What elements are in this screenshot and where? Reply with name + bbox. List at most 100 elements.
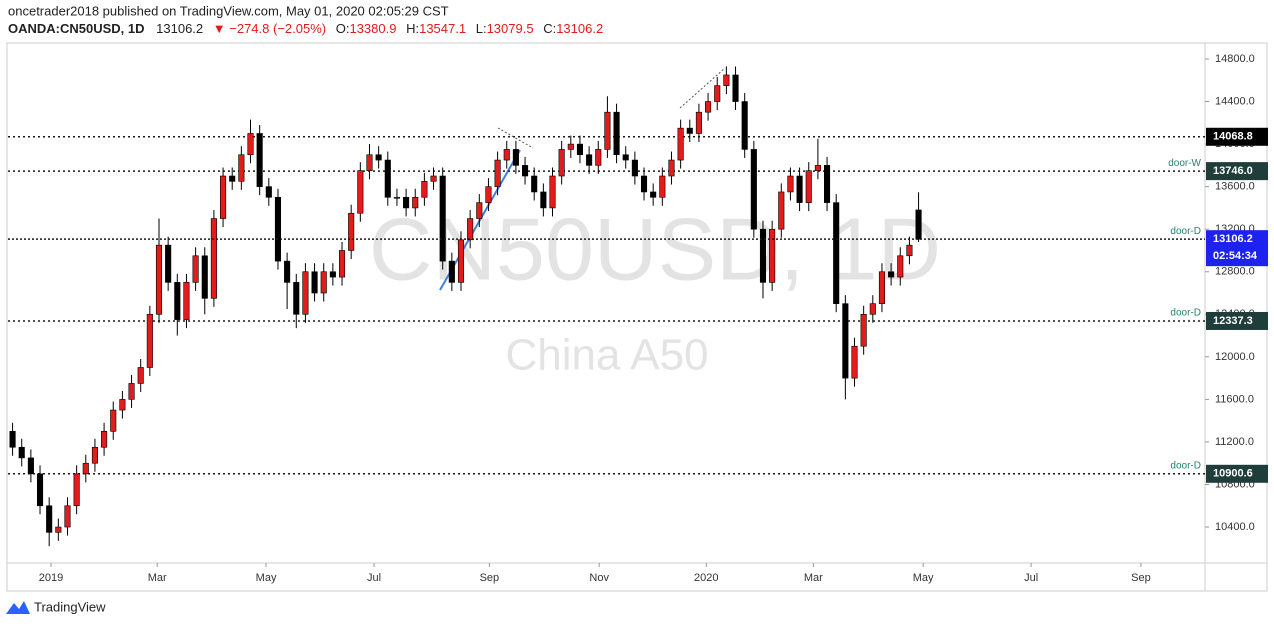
candle-body: [759, 228, 767, 283]
candle-body: [393, 196, 400, 199]
candle-body: [595, 149, 602, 166]
candle-body: [613, 111, 620, 156]
candle-body: [430, 175, 437, 182]
candle-body: [201, 255, 208, 299]
candle-body: [320, 271, 327, 294]
current-price: 13106.2: [1213, 233, 1253, 245]
candle-body: [439, 175, 446, 262]
y-tick-label: 10400.0: [1215, 521, 1255, 533]
candle-body: [714, 85, 721, 102]
candle-body: [128, 383, 135, 400]
candle-body: [284, 260, 291, 283]
candle-body: [256, 133, 263, 187]
candle-body: [888, 271, 895, 278]
x-tick-label: Jul: [1024, 572, 1038, 584]
candle-body: [27, 457, 34, 475]
candle-body: [357, 170, 364, 214]
candle-body: [558, 149, 565, 177]
candle-body: [183, 282, 190, 320]
candle-body: [604, 111, 611, 150]
candle-body: [741, 101, 748, 150]
current-price-box: [1206, 230, 1268, 267]
candle-body: [833, 202, 840, 304]
candle-body: [64, 505, 71, 528]
candle-body: [485, 186, 492, 203]
y-tick-label: 11600.0: [1215, 393, 1254, 405]
candle-body: [522, 165, 529, 177]
candle-body: [421, 181, 428, 198]
chart-frame: [6, 42, 1268, 592]
candle-body: [91, 446, 98, 464]
candle-body: [46, 505, 53, 533]
y-tick-label: 13600.0: [1215, 181, 1255, 193]
x-tick-label: 2020: [694, 572, 718, 584]
candle-body: [265, 186, 272, 198]
candle-body: [851, 345, 858, 379]
candle-body: [686, 127, 693, 134]
x-tick-label: Mar: [804, 572, 823, 584]
candle-body: [705, 101, 712, 113]
candle-body: [366, 154, 373, 171]
candle-body: [668, 159, 675, 177]
candle-body: [293, 282, 300, 315]
candle-body: [576, 143, 584, 156]
candle-body: [412, 196, 419, 209]
logo: TradingView: [6, 599, 106, 614]
candle-body: [622, 154, 629, 161]
x-tick-label: Jul: [367, 572, 381, 584]
candle-body: [119, 399, 126, 411]
x-tick-label: May: [913, 572, 934, 584]
logo-icon: [6, 601, 30, 614]
current-level-name: door-D: [1170, 226, 1201, 237]
o-label: O:: [336, 21, 350, 36]
candle-body: [238, 154, 245, 182]
y-tick-label: 14800.0: [1215, 53, 1255, 65]
candle-body: [110, 409, 117, 432]
symbol-line: OANDA:CN50USD, 1D 13106.2 ▼ −274.8 (−2.0…: [8, 21, 603, 36]
candle-body: [384, 159, 391, 198]
candle-body: [73, 473, 80, 507]
h-label: H:: [406, 21, 419, 36]
drawing: [497, 127, 534, 149]
candle-body: [403, 196, 410, 209]
candle-body: [494, 159, 501, 187]
level-label: 14068.8: [1213, 131, 1253, 143]
candle-body: [311, 271, 318, 294]
level-label-box: [1206, 464, 1268, 483]
level-label: 13746.0: [1213, 165, 1253, 177]
candle-body: [165, 244, 172, 283]
candle-body: [101, 431, 108, 448]
candle-body: [512, 149, 519, 166]
candle-body: [476, 202, 483, 219]
candle-body: [540, 191, 547, 209]
level-name: door-D: [1170, 460, 1201, 471]
candle-body: [55, 526, 62, 533]
candle-body: [824, 165, 831, 203]
candle-body: [448, 260, 455, 283]
candle-body: [549, 175, 556, 209]
candle-body: [82, 462, 89, 475]
candle-body: [36, 473, 44, 507]
candle-body: [9, 431, 16, 448]
c-label: C:: [543, 21, 556, 36]
x-tick-label: May: [256, 572, 277, 584]
countdown: 02:54:34: [1213, 250, 1258, 262]
candle-body: [723, 74, 730, 86]
x-tick-label: Nov: [589, 572, 609, 584]
y-tick-label: 12800.0: [1215, 266, 1255, 278]
candle-body: [842, 303, 849, 379]
candle-body: [220, 175, 227, 219]
candle-body: [695, 111, 702, 134]
candle-body: [650, 191, 657, 198]
level-label: 12337.3: [1213, 315, 1253, 327]
candle-body: [860, 313, 867, 347]
watermark: CN50USD, 1D: [369, 199, 941, 298]
candle-body: [897, 255, 904, 278]
candle-body: [229, 175, 236, 182]
candle-body: [915, 209, 922, 240]
candle-body: [146, 313, 153, 368]
candle-body: [247, 133, 254, 156]
candle-body: [769, 228, 776, 283]
